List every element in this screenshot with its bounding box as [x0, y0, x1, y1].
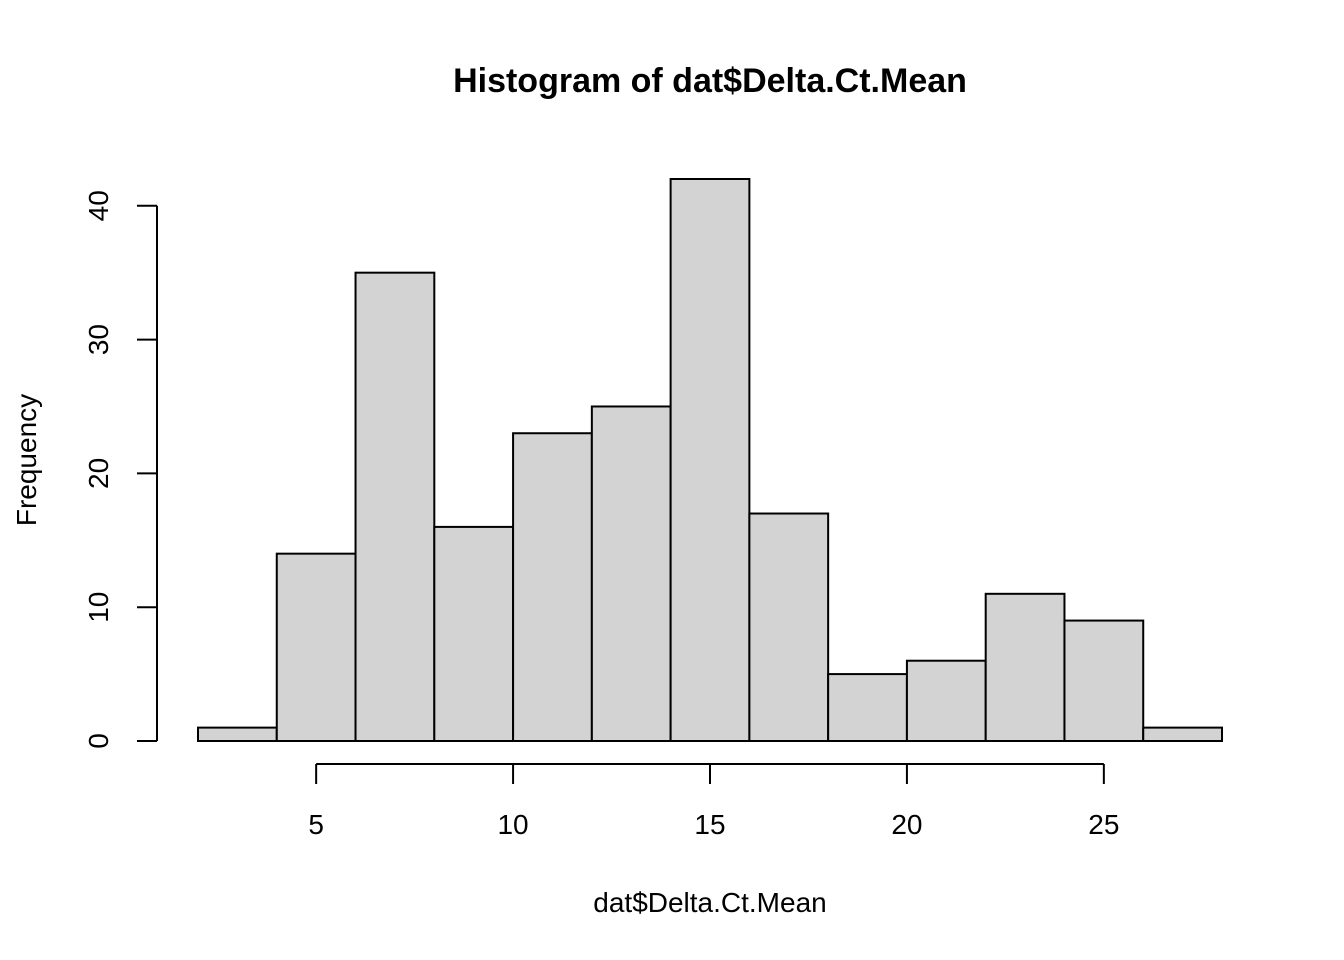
y-tick-label: 40 — [83, 190, 114, 221]
y-tick-label: 10 — [83, 592, 114, 623]
bars-group — [197, 178, 1223, 743]
x-tick-label: 25 — [1088, 809, 1119, 840]
y-tick-label: 0 — [83, 733, 114, 749]
histogram-bar — [197, 726, 278, 742]
histogram-bar — [669, 178, 751, 742]
y-tick-label: 20 — [83, 458, 114, 489]
histogram-bar — [827, 673, 908, 742]
histogram-bar — [275, 552, 357, 743]
histogram-bar — [354, 271, 436, 742]
x-axis: 5 10 15 20 25 — [308, 763, 1119, 840]
y-axis-label: Frequency — [11, 394, 42, 526]
histogram-bar — [1142, 726, 1223, 742]
histogram-bar — [433, 525, 515, 743]
histogram-bar — [984, 592, 1066, 742]
histogram-bar — [1063, 619, 1145, 742]
histogram-bar — [590, 405, 672, 742]
histogram-bar — [512, 432, 593, 742]
x-axis-label: dat$Delta.Ct.Mean — [593, 887, 826, 918]
x-tick-label: 20 — [891, 809, 922, 840]
y-axis: 0 10 20 30 40 — [83, 190, 158, 749]
x-tick-label: 15 — [694, 809, 725, 840]
chart-title: Histogram of dat$Delta.Ct.Mean — [453, 62, 967, 100]
histogram-bar — [905, 659, 987, 743]
y-tick-label: 30 — [83, 324, 114, 355]
histogram-bar — [748, 512, 830, 742]
x-tick-label: 5 — [308, 809, 324, 840]
x-tick-label: 10 — [497, 809, 528, 840]
